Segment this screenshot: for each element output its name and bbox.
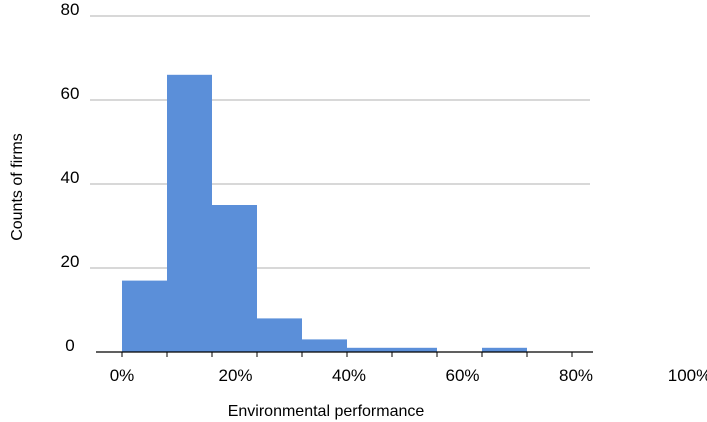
x-tick-label-0pct: 0% [110,366,135,385]
y-tick-label-80: 80 [61,0,80,19]
y-gridlines [90,15,590,269]
x-tick-label-100pct: 100% [668,366,707,385]
x-tick-label-60pct: 60% [445,366,479,385]
histogram-bar-2 [212,205,257,352]
y-tick-label-20: 20 [61,252,80,271]
histogram-bars [122,74,527,353]
y-tick-label-40: 40 [61,168,80,187]
histogram-bar-6 [392,347,437,352]
histogram-bar-4 [302,339,347,352]
y-axis-title: Counts of firms [9,133,26,241]
histogram-bar-0 [122,280,167,352]
y-tick-label-0: 0 [65,336,74,355]
x-tick-label-80pct: 80% [559,366,593,385]
x-axis [96,351,593,357]
x-axis-title: Environmental performance [228,403,425,420]
x-tick-label-40pct: 40% [332,366,366,385]
histogram-bar-3 [257,318,302,352]
x-tick-label-20pct: 20% [218,366,252,385]
histogram-bar-5 [347,347,392,352]
histogram-bar-8 [482,347,527,352]
histogram-bar-1 [167,74,212,353]
y-tick-label-60: 60 [61,84,80,103]
y-tick-labels: 0 20 40 60 80 [61,0,80,355]
x-tick-labels: 0% 20% 40% 60% 80% 100% [110,366,707,385]
